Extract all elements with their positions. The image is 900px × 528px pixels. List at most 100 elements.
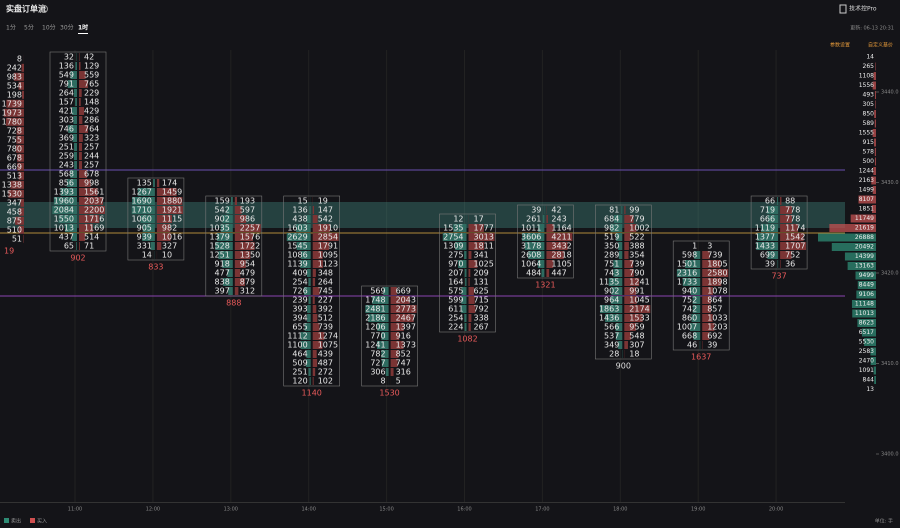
buy-bar <box>234 197 238 205</box>
profile-bar <box>874 91 876 99</box>
sell-bar <box>458 260 467 268</box>
sell-volume: 1139 <box>287 260 307 269</box>
buy-volume: 429 <box>84 107 99 116</box>
buy-bar <box>79 233 86 241</box>
buy-volume: 512 <box>318 314 333 323</box>
sell-volume: 207 <box>448 269 463 278</box>
buy-bar <box>156 206 183 214</box>
timeframe-tab[interactable]: 10分 <box>42 24 56 32</box>
buy-volume: 597 <box>240 206 255 215</box>
buy-bar <box>17 162 24 171</box>
buy-bar <box>312 215 318 223</box>
buy-volume: 209 <box>474 269 489 278</box>
delta-total: 19 <box>4 246 14 255</box>
sell-volume: 1379 <box>209 233 229 242</box>
sell-bar <box>455 242 467 250</box>
delta-total: 737 <box>771 272 786 281</box>
sell-volume: 2316 <box>677 269 697 278</box>
buy-bar <box>234 269 241 277</box>
buy-bar <box>624 323 636 331</box>
help-icon[interactable] <box>40 5 48 13</box>
sell-bar <box>75 98 77 106</box>
profile-value: 14 <box>866 54 874 61</box>
time-axis <box>0 502 845 503</box>
sell-bar <box>381 350 389 358</box>
sell-bar <box>442 233 467 241</box>
buy-bar <box>546 251 564 259</box>
sell-bar <box>541 269 545 277</box>
buy-bar <box>312 287 320 295</box>
buy-volume: 198 <box>7 90 22 99</box>
buy-volume: 779 <box>629 215 644 224</box>
price-label: 3440.0 <box>881 90 899 96</box>
buy-bar <box>14 72 24 81</box>
sell-volume: 1436 <box>599 314 619 323</box>
sell-volume: 1550 <box>54 215 74 224</box>
delta-total: 888 <box>226 299 241 308</box>
buy-volume: 487 <box>318 359 333 368</box>
profile-value: 2583 <box>859 348 874 355</box>
profile-bar <box>870 347 876 356</box>
profile-bar <box>870 357 876 365</box>
sell-volume: 549 <box>59 71 74 80</box>
time-label: 19:00 <box>691 507 705 513</box>
buy-bar <box>546 215 548 223</box>
custom-button[interactable]: 自定义基价 <box>868 42 893 49</box>
buy-volume: 1164 <box>551 224 571 233</box>
buy-bar <box>468 323 471 331</box>
buy-bar <box>390 359 398 367</box>
buy-volume: 864 <box>707 296 722 305</box>
buy-bar <box>6 99 24 108</box>
buy-bar <box>17 153 24 162</box>
buy-bar <box>16 135 24 144</box>
footprint-box <box>750 195 808 270</box>
buy-volume: 447 <box>551 269 566 278</box>
sell-bar <box>300 332 311 340</box>
sell-bar <box>461 305 467 313</box>
sell-bar <box>777 197 779 205</box>
sell-volume: 2186 <box>365 314 385 323</box>
sell-volume: 743 <box>604 269 619 278</box>
buy-bar <box>312 269 316 277</box>
sell-volume: 397 <box>215 287 230 296</box>
buy-bar <box>702 332 710 340</box>
footprint-box <box>439 213 496 333</box>
sell-bar <box>453 224 467 232</box>
buy-bar <box>390 341 404 349</box>
price-label: 3400.0 <box>881 452 899 458</box>
sell-bar <box>73 152 77 160</box>
buy-volume: 3013 <box>474 233 494 242</box>
sell-volume: 81 <box>609 206 619 215</box>
sell-bar <box>542 215 545 223</box>
buy-bar <box>312 296 315 304</box>
sell-volume: 2629 <box>287 233 307 242</box>
buy-volume: 1078 <box>707 287 727 296</box>
buy-volume: 982 <box>162 224 177 233</box>
sell-bar <box>304 287 311 295</box>
buy-bar <box>234 215 247 223</box>
buy-volume: 739 <box>707 251 722 260</box>
sell-volume: 1241 <box>365 341 385 350</box>
sell-bar <box>308 296 311 304</box>
settings-button[interactable]: 参数设置 <box>830 42 850 49</box>
brand[interactable]: 技术控Pro <box>849 5 877 13</box>
timeframe-tab[interactable]: 1分 <box>6 24 16 32</box>
timeframe-tab[interactable]: 30分 <box>60 24 74 32</box>
sell-volume: 331 <box>137 242 152 251</box>
profile-value: 11148 <box>855 301 874 308</box>
buy-bar <box>312 278 316 286</box>
sell-bar <box>58 215 77 223</box>
buy-volume: 1075 <box>318 341 338 350</box>
sell-volume: 349 <box>604 341 619 350</box>
sell-volume: 394 <box>292 314 307 323</box>
buy-bar <box>234 242 255 250</box>
sell-volume: 484 <box>526 269 541 278</box>
sell-bar <box>381 332 389 340</box>
timeframe-tab[interactable]: 5分 <box>24 24 34 32</box>
timeframe-tab[interactable]: 1时 <box>78 24 88 32</box>
buy-bar <box>780 224 798 232</box>
sell-volume: 1086 <box>287 251 307 260</box>
buy-bar <box>468 269 471 277</box>
buy-volume: 780 <box>7 144 22 153</box>
